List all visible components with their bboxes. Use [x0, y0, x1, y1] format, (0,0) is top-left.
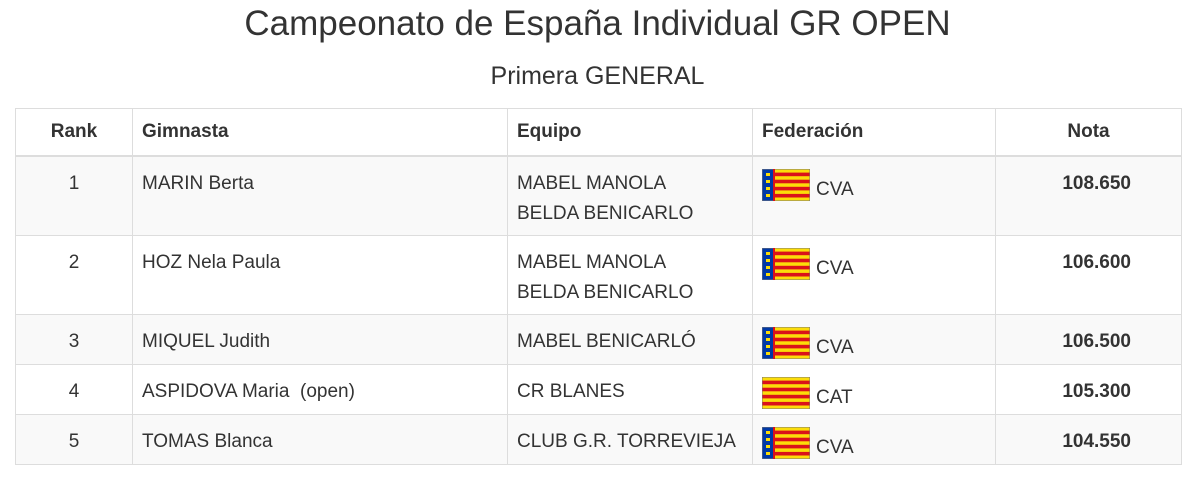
flag: [762, 427, 810, 459]
federation-cell: CVA: [752, 414, 996, 465]
row: 5 TOMAS Blanca CLUB G.R. TORREVIEJA CVA …: [15, 414, 1182, 465]
gymnast: MIQUEL Judith: [132, 314, 508, 365]
federation: CVA: [816, 258, 854, 279]
row: 4 ASPIDOVA Maria (open) CR BLANES CAT 10…: [15, 364, 1182, 415]
federation: CVA: [816, 179, 854, 200]
flag: [762, 169, 810, 201]
score: 106.600: [995, 235, 1182, 315]
gymnast: MARIN Berta: [132, 155, 508, 236]
federation-cell: CAT: [752, 364, 996, 415]
rank: 2: [15, 235, 133, 315]
rank: 3: [15, 314, 133, 365]
score: 105.300: [995, 364, 1182, 415]
column-header: Federación: [752, 108, 996, 157]
team: CLUB G.R. TORREVIEJA: [507, 414, 753, 465]
gymnast: HOZ Nela Paula: [132, 235, 508, 315]
column-header: Rank: [15, 108, 133, 157]
flag: [762, 248, 810, 280]
federation-cell: CVA: [752, 155, 996, 236]
header-row: Rank Gimnasta Equipo Federación Nota: [15, 108, 1182, 157]
score: 106.500: [995, 314, 1182, 365]
team: MABEL MANOLA BELDA BENICARLO: [507, 155, 753, 236]
row: 1 MARIN Berta MABEL MANOLA BELDA BENICAR…: [15, 155, 1182, 236]
rank: 4: [15, 364, 133, 415]
rank: 1: [15, 155, 133, 236]
score: 108.650: [995, 155, 1182, 236]
team: CR BLANES: [507, 364, 753, 415]
gymnast: TOMAS Blanca: [132, 414, 508, 465]
federation: CAT: [816, 387, 853, 408]
page-subtitle: Primera GENERAL: [490, 62, 705, 90]
row: 2 HOZ Nela Paula MABEL MANOLA BELDA BENI…: [15, 235, 1182, 315]
results-table: Rank Gimnasta Equipo Federación Nota 1 M…: [15, 108, 1182, 465]
federation: CVA: [816, 337, 854, 358]
flag: [762, 327, 810, 359]
column-header: Gimnasta: [132, 108, 508, 157]
team: MABEL BENICARLÓ: [507, 314, 753, 365]
page-title: Campeonato de España Individual GR OPEN: [244, 4, 951, 43]
team: MABEL MANOLA BELDA BENICARLO: [507, 235, 753, 315]
column-header: Equipo: [507, 108, 753, 157]
gymnast: ASPIDOVA Maria (open): [132, 364, 508, 415]
federation-cell: CVA: [752, 235, 996, 315]
row: 3 MIQUEL Judith MABEL BENICARLÓ CVA 106.…: [15, 314, 1182, 365]
flag: [762, 377, 810, 409]
column-header: Nota: [995, 108, 1182, 157]
federation-cell: CVA: [752, 314, 996, 365]
federation: CVA: [816, 437, 854, 458]
rank: 5: [15, 414, 133, 465]
score: 104.550: [995, 414, 1182, 465]
